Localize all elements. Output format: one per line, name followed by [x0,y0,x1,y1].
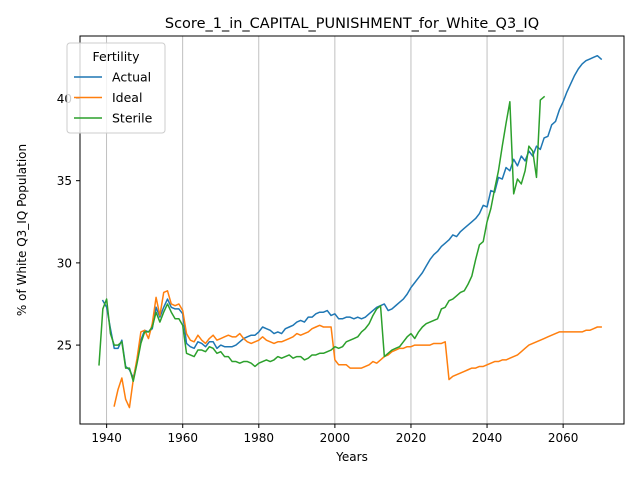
y-axis-label: % of White Q3_IQ Population [15,144,29,316]
x-tick-label: 2060 [548,431,579,445]
legend-title: Fertility [93,49,141,64]
x-tick-label: 1980 [244,431,275,445]
chart-title: Score_1_in_CAPITAL_PUNISHMENT_for_White_… [165,16,539,32]
series-line-ideal [113,290,602,409]
legend-label-sterile: Sterile [112,111,153,126]
x-tick-label: 2000 [320,431,351,445]
x-tick-label: 1960 [167,431,198,445]
y-tick-label: 35 [57,174,72,188]
y-tick-label: 25 [57,339,72,353]
x-axis-label: Years [335,450,368,464]
x-tick-label: 2040 [472,431,503,445]
legend-label-actual: Actual [112,70,151,85]
legend-box [66,42,166,134]
series-layer [98,54,603,409]
y-tick-label: 30 [57,256,72,270]
x-tick-label: 2020 [396,431,427,445]
legend-label-ideal: Ideal [112,90,142,105]
series-line-actual [101,54,603,379]
legend: Fertility Actual Ideal Sterile [66,42,166,134]
series-line-sterile [98,95,546,382]
x-tick-label: 1940 [91,431,122,445]
plot-frame [79,35,625,425]
